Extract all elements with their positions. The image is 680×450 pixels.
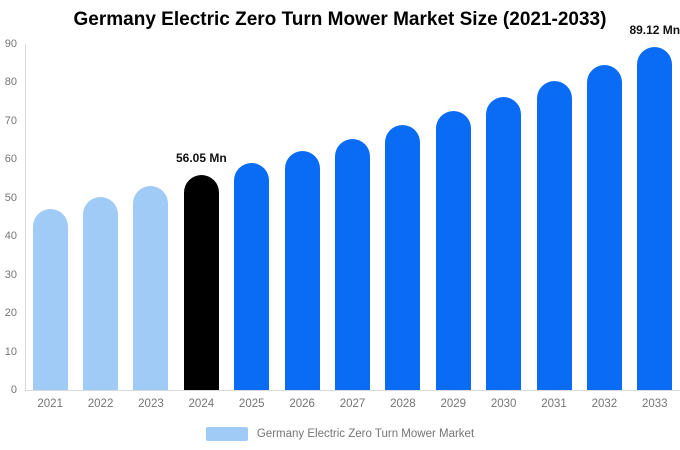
x-axis-tick-label: 2024 xyxy=(188,398,215,410)
bar-value-label: 89.12 Mn xyxy=(629,23,680,38)
legend-label[interactable]: Germany Electric Zero Turn Mower Market xyxy=(256,428,475,440)
x-axis-tick-label: 2028 xyxy=(390,398,416,410)
bar-2030 xyxy=(486,96,522,390)
bar-2026 xyxy=(284,151,320,390)
y-axis-tick-label: 50 xyxy=(4,191,17,204)
y-axis-line xyxy=(25,44,26,390)
x-axis-tick-label: 2021 xyxy=(37,398,63,410)
bar-2021 xyxy=(32,208,68,390)
legend-swatch[interactable] xyxy=(205,427,248,441)
bar-2032 xyxy=(586,64,622,390)
y-axis-tick-label: 40 xyxy=(4,230,17,243)
x-axis-tick-label: 2029 xyxy=(440,398,467,410)
bar-2023 xyxy=(133,186,169,390)
x-axis-tick-label: 2025 xyxy=(238,398,265,410)
x-axis-tick-label: 2030 xyxy=(490,398,517,410)
bar-2028 xyxy=(385,125,421,390)
x-axis-line xyxy=(25,390,680,391)
x-axis-tick-label: 2031 xyxy=(541,398,567,410)
bar-2024 xyxy=(183,174,219,390)
bar-value-label: 56.05 Mn xyxy=(175,150,227,165)
y-axis-tick-label: 10 xyxy=(4,345,17,358)
y-axis-tick-label: 20 xyxy=(4,307,17,320)
y-axis-tick-label: 30 xyxy=(4,268,17,281)
x-axis-tick-label: 2022 xyxy=(87,398,114,410)
x-axis-tick-label: 2023 xyxy=(138,398,164,410)
legend: Germany Electric Zero Turn Mower Market xyxy=(0,426,680,442)
y-axis-tick-label: 0 xyxy=(10,384,17,396)
chart-title: Germany Electric Zero Turn Mower Market … xyxy=(73,9,607,30)
x-axis-tick-label: 2032 xyxy=(591,398,618,410)
x-axis-tick-label: 2027 xyxy=(339,398,366,410)
x-axis-tick-label: 2026 xyxy=(289,398,315,410)
bar-2033 xyxy=(637,47,673,390)
bar-2029 xyxy=(435,111,471,390)
bar-2027 xyxy=(335,138,370,390)
bar-2025 xyxy=(234,163,270,390)
bar-2031 xyxy=(536,80,572,390)
y-axis-tick-label: 60 xyxy=(4,153,17,166)
bar-2022 xyxy=(83,197,119,390)
y-axis-tick-label: 70 xyxy=(4,114,17,127)
y-axis-tick-label: 90 xyxy=(4,38,17,50)
y-axis-tick-label: 80 xyxy=(4,76,17,89)
x-axis-tick-label: 2033 xyxy=(642,398,668,410)
